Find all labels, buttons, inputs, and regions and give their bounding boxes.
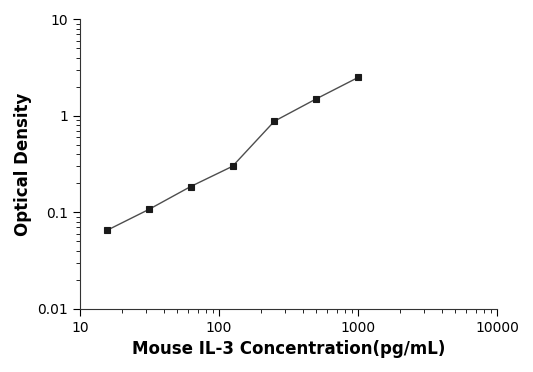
Y-axis label: Optical Density: Optical Density [14,92,32,236]
X-axis label: Mouse IL-3 Concentration(pg/mL): Mouse IL-3 Concentration(pg/mL) [132,340,445,358]
